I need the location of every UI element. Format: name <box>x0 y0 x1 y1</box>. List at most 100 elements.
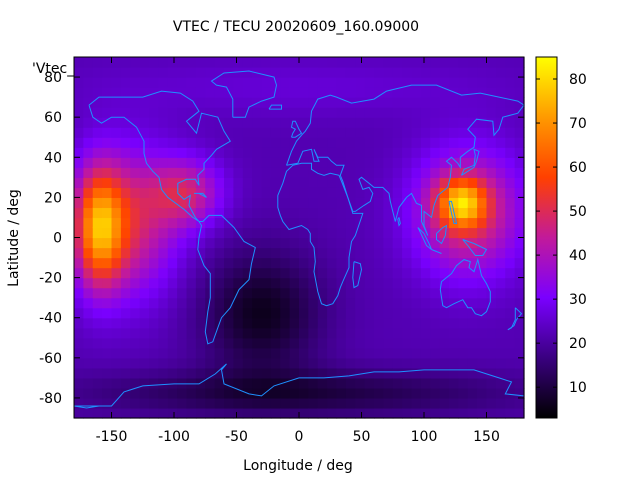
heatmap-cell <box>317 187 328 198</box>
heatmap-cell <box>336 387 347 399</box>
heatmap-cell <box>111 407 122 419</box>
heatmap-cell <box>514 197 525 209</box>
heatmap-cell <box>317 137 328 148</box>
heatmap-cell <box>458 137 469 148</box>
heatmap-cell <box>439 147 450 158</box>
heatmap-cell <box>149 367 159 379</box>
heatmap-cell <box>336 177 347 188</box>
heatmap-cell <box>92 117 103 128</box>
heatmap-cell <box>289 307 300 319</box>
heatmap-cell <box>177 397 188 409</box>
heatmap-cell <box>449 227 459 239</box>
heatmap-cell <box>477 247 488 259</box>
heatmap-cell <box>299 177 309 188</box>
heatmap-cell <box>458 407 469 419</box>
heatmap-cell <box>486 107 497 118</box>
heatmap-cell <box>477 347 488 359</box>
heatmap-cell <box>411 187 422 198</box>
heatmap-cell <box>317 337 328 349</box>
heatmap-cell <box>177 207 188 219</box>
heatmap-cell <box>449 307 459 319</box>
heatmap-cell <box>514 287 525 299</box>
heatmap-cell <box>439 357 450 369</box>
heatmap-cell <box>514 107 525 118</box>
heatmap-cell <box>327 97 338 108</box>
heatmap-cell <box>392 117 403 128</box>
heatmap-cell <box>505 227 516 239</box>
heatmap-cell <box>233 207 244 219</box>
heatmap-cell <box>261 67 272 78</box>
heatmap-cell <box>261 157 272 168</box>
heatmap-cell <box>186 267 197 279</box>
heatmap-cell <box>83 247 94 259</box>
heatmap-cell <box>120 217 131 229</box>
heatmap-cell <box>92 207 103 219</box>
heatmap-cell <box>299 257 309 269</box>
heatmap-cell <box>364 57 375 68</box>
heatmap-cell <box>411 357 422 369</box>
heatmap-cell <box>195 307 206 319</box>
heatmap-cell <box>224 307 234 319</box>
heatmap-cell <box>364 77 375 88</box>
heatmap-cell <box>327 357 338 369</box>
heatmap-cell <box>167 357 178 369</box>
heatmap-cell <box>242 317 253 329</box>
heatmap-cell <box>111 177 122 188</box>
heatmap-cell <box>280 387 291 399</box>
heatmap-cell <box>402 147 413 158</box>
heatmap-cell <box>430 67 441 78</box>
heatmap-cell <box>280 257 291 269</box>
heatmap-cell <box>205 127 216 138</box>
heatmap-cell <box>411 337 422 349</box>
heatmap-cell <box>336 247 347 259</box>
heatmap-cell <box>74 307 84 319</box>
heatmap-cell <box>280 217 291 229</box>
heatmap-cell <box>139 117 150 128</box>
heatmap-cell <box>374 57 384 68</box>
heatmap-cell <box>83 137 94 148</box>
heatmap-cell <box>364 257 375 269</box>
heatmap-cell <box>177 147 188 158</box>
heatmap-cell <box>420 337 431 349</box>
heatmap-cell <box>477 197 488 209</box>
heatmap-cell <box>495 267 506 279</box>
heatmap-cell <box>130 377 141 389</box>
heatmap-cell <box>224 357 234 369</box>
heatmap-cell <box>224 77 234 88</box>
heatmap-cell <box>177 257 188 269</box>
heatmap-cell <box>317 317 328 329</box>
heatmap-cell <box>458 387 469 399</box>
heatmap-cell <box>364 127 375 138</box>
heatmap-cell <box>467 157 478 168</box>
heatmap-cell <box>364 207 375 219</box>
heatmap-cell <box>299 77 309 88</box>
heatmap-cell <box>345 347 356 359</box>
heatmap-cell <box>130 187 141 198</box>
heatmap-cell <box>270 247 281 259</box>
heatmap-cell <box>289 157 300 168</box>
heatmap-cell <box>392 287 403 299</box>
heatmap-cell <box>355 287 366 299</box>
heatmap-cell <box>167 387 178 399</box>
heatmap-cell <box>345 87 356 98</box>
heatmap-cell <box>270 107 281 118</box>
x-tick-label: 0 <box>295 429 304 445</box>
heatmap-cell <box>149 77 159 88</box>
coastline <box>462 239 488 256</box>
heatmap-cell <box>233 187 244 198</box>
heatmap-cell <box>317 107 328 118</box>
heatmap-cell <box>242 297 253 309</box>
heatmap-cell <box>299 357 309 369</box>
heatmap-cell <box>495 297 506 309</box>
heatmap-cell <box>252 217 263 229</box>
heatmap-cell <box>299 117 309 128</box>
heatmap-cell <box>83 87 94 98</box>
heatmap-cell <box>374 377 384 389</box>
heatmap-cell <box>430 137 441 148</box>
heatmap-cell <box>392 307 403 319</box>
heatmap-cell <box>486 67 497 78</box>
heatmap-cell <box>120 387 131 399</box>
heatmap-cell <box>130 287 141 299</box>
heatmap-cell <box>411 277 422 289</box>
heatmap-cell <box>374 187 384 198</box>
